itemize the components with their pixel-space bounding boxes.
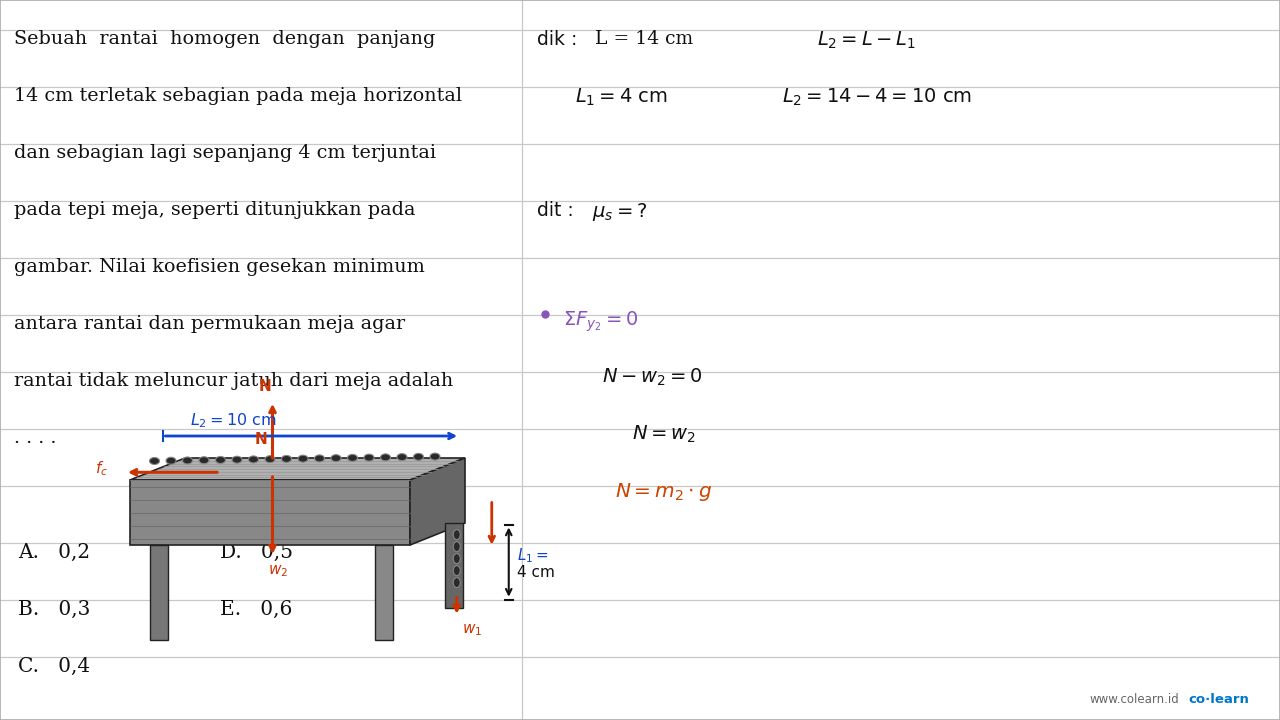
Text: A.   0,2: A. 0,2	[18, 543, 90, 562]
Polygon shape	[131, 480, 410, 545]
Text: $w_2$: $w_2$	[268, 563, 288, 579]
Ellipse shape	[198, 456, 209, 464]
Text: antara rantai dan permukaan meja agar: antara rantai dan permukaan meja agar	[14, 315, 406, 333]
Ellipse shape	[265, 456, 275, 463]
Text: $L_1 = 4\ \mathrm{cm}$: $L_1 = 4\ \mathrm{cm}$	[575, 87, 668, 108]
Text: 14 cm terletak sebagian pada meja horizontal: 14 cm terletak sebagian pada meja horizo…	[14, 87, 462, 105]
Text: $N = m_2 \cdot g$: $N = m_2 \cdot g$	[616, 481, 713, 503]
Text: N: N	[259, 379, 271, 394]
Bar	[150, 545, 168, 640]
Text: $L_2 = 14-4 = 10\ \mathrm{cm}$: $L_2 = 14-4 = 10\ \mathrm{cm}$	[782, 87, 973, 108]
Ellipse shape	[347, 454, 357, 462]
Text: L = 14 cm: L = 14 cm	[595, 30, 694, 48]
Ellipse shape	[453, 566, 461, 575]
Ellipse shape	[453, 541, 461, 552]
Text: $\Sigma F_{y_2} = 0$: $\Sigma F_{y_2} = 0$	[563, 310, 639, 335]
Ellipse shape	[453, 554, 461, 564]
Ellipse shape	[298, 455, 308, 462]
Ellipse shape	[315, 455, 325, 462]
Text: gambar. Nilai koefisien gesekan minimum: gambar. Nilai koefisien gesekan minimum	[14, 258, 425, 276]
Text: 4 cm: 4 cm	[517, 564, 554, 580]
Text: $N - w_2 = 0$: $N - w_2 = 0$	[603, 367, 703, 388]
Ellipse shape	[248, 456, 259, 463]
Text: C.   0,4: C. 0,4	[18, 657, 90, 676]
Text: $w_1$: $w_1$	[462, 623, 483, 639]
Ellipse shape	[453, 530, 461, 539]
Ellipse shape	[397, 454, 407, 461]
Ellipse shape	[413, 454, 424, 460]
Bar	[445, 523, 463, 608]
Ellipse shape	[453, 577, 461, 588]
Ellipse shape	[282, 456, 292, 462]
Ellipse shape	[232, 456, 242, 463]
Text: dit :: dit :	[538, 201, 573, 220]
Ellipse shape	[364, 454, 374, 461]
Polygon shape	[131, 458, 465, 480]
Polygon shape	[410, 458, 465, 545]
Text: rantai tidak meluncur jatuh dari meja adalah: rantai tidak meluncur jatuh dari meja ad…	[14, 372, 453, 390]
Ellipse shape	[150, 457, 160, 464]
Text: E.   0,6: E. 0,6	[220, 600, 292, 619]
Ellipse shape	[380, 454, 390, 461]
Text: B.   0,3: B. 0,3	[18, 600, 91, 619]
Ellipse shape	[183, 457, 192, 464]
Ellipse shape	[332, 454, 340, 462]
Text: N: N	[255, 433, 268, 448]
Text: $L_2 = L-L_1$: $L_2 = L-L_1$	[817, 30, 916, 51]
Text: D.   0,5: D. 0,5	[220, 543, 293, 562]
Text: www.colearn.id: www.colearn.id	[1091, 693, 1180, 706]
Text: $L_1 =$: $L_1 =$	[517, 546, 549, 565]
Text: Sebuah  rantai  homogen  dengan  panjang: Sebuah rantai homogen dengan panjang	[14, 30, 435, 48]
Text: $N = w_2$: $N = w_2$	[632, 424, 696, 445]
Bar	[375, 545, 393, 640]
Ellipse shape	[215, 456, 225, 464]
Text: dik :: dik :	[538, 30, 577, 49]
Text: $L_2 = 10\ \mathrm{cm}$: $L_2 = 10\ \mathrm{cm}$	[191, 411, 278, 430]
Text: dan sebagian lagi sepanjang 4 cm terjuntai: dan sebagian lagi sepanjang 4 cm terjunt…	[14, 144, 436, 162]
Text: $\mu_s = ?$: $\mu_s = ?$	[593, 201, 648, 223]
Ellipse shape	[166, 457, 177, 464]
Text: $f_c$: $f_c$	[95, 459, 108, 477]
Ellipse shape	[430, 453, 440, 460]
Text: . . . .: . . . .	[14, 429, 56, 447]
Text: pada tepi meja, seperti ditunjukkan pada: pada tepi meja, seperti ditunjukkan pada	[14, 201, 416, 219]
Text: co·learn: co·learn	[1188, 693, 1249, 706]
